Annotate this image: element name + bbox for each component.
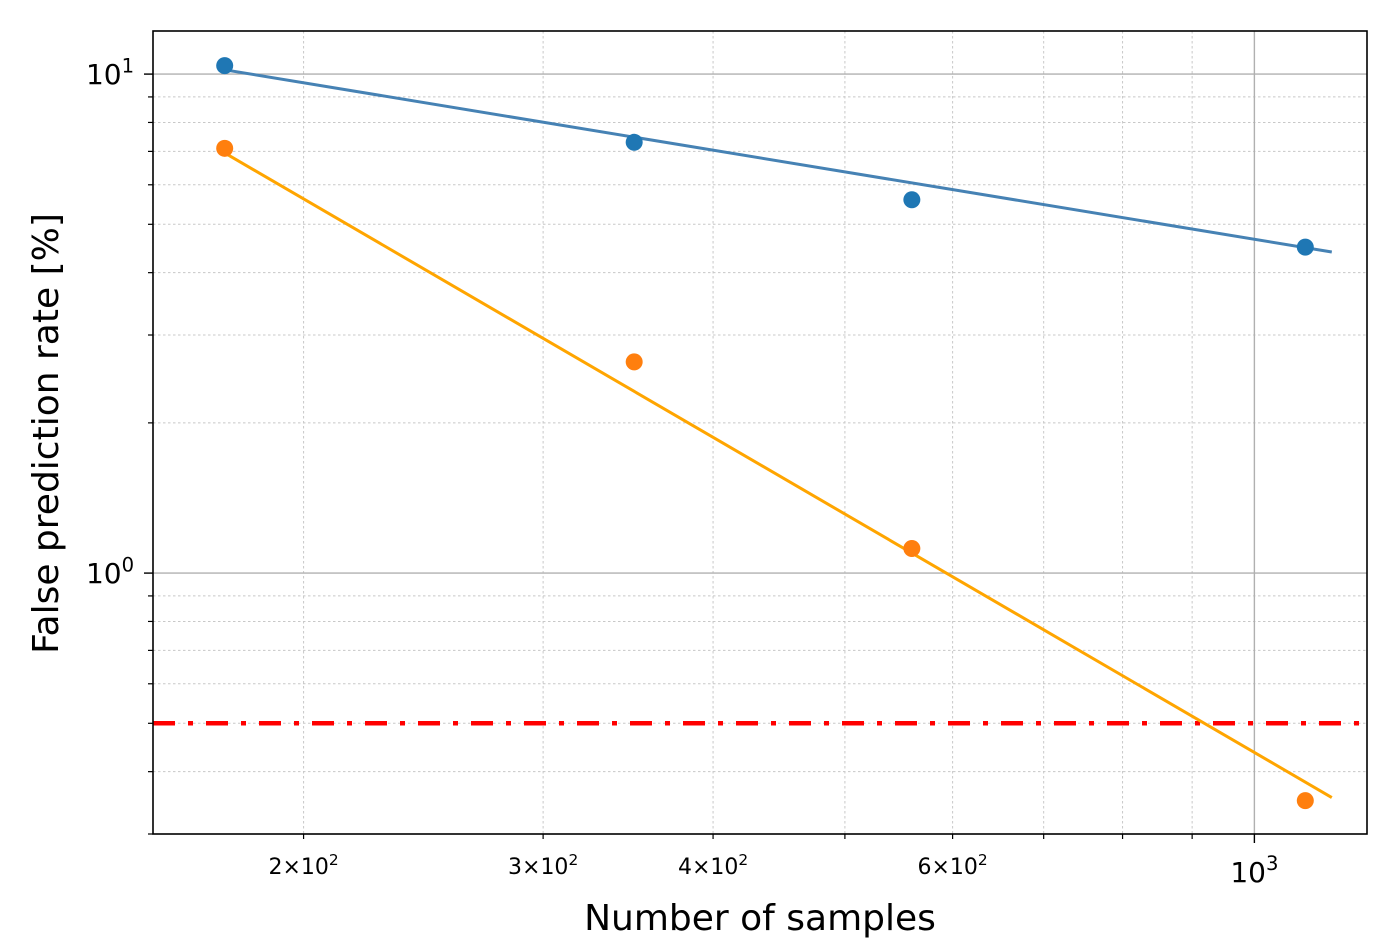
y-tick-label: 100: [86, 553, 134, 590]
y-axis-label: False prediction rate [%]: [26, 213, 67, 654]
data-point-series-2: [216, 139, 234, 157]
data-point-series-1: [216, 57, 234, 75]
data-points: [216, 57, 1314, 810]
data-point-series-1: [1296, 238, 1314, 256]
x-tick-label: 4×102: [678, 851, 748, 880]
fit-lines: [223, 68, 1333, 799]
data-point-series-2: [625, 353, 643, 371]
tick-labels: 2×102 3×102 4×102 6×102 103 100 101: [86, 54, 1278, 889]
x-tick-label: 6×102: [917, 851, 987, 880]
major-grid: [153, 31, 1367, 834]
plot-frame: [152, 30, 1368, 835]
x-tick-label: 103: [1230, 852, 1278, 889]
data-point-series-2: [903, 540, 921, 558]
x-tick-label: 3×102: [508, 851, 578, 880]
fit-line-series-2: [223, 151, 1333, 799]
x-axis-label: Number of samples: [584, 898, 936, 939]
y-tick-label: 101: [86, 54, 134, 91]
axis-ticks: [144, 73, 1256, 843]
data-point-series-1: [625, 133, 643, 151]
data-point-series-1: [903, 191, 921, 209]
x-tick-label: 2×102: [268, 851, 338, 880]
fit-line-series-1: [224, 68, 1333, 254]
data-point-series-2: [1296, 792, 1314, 810]
